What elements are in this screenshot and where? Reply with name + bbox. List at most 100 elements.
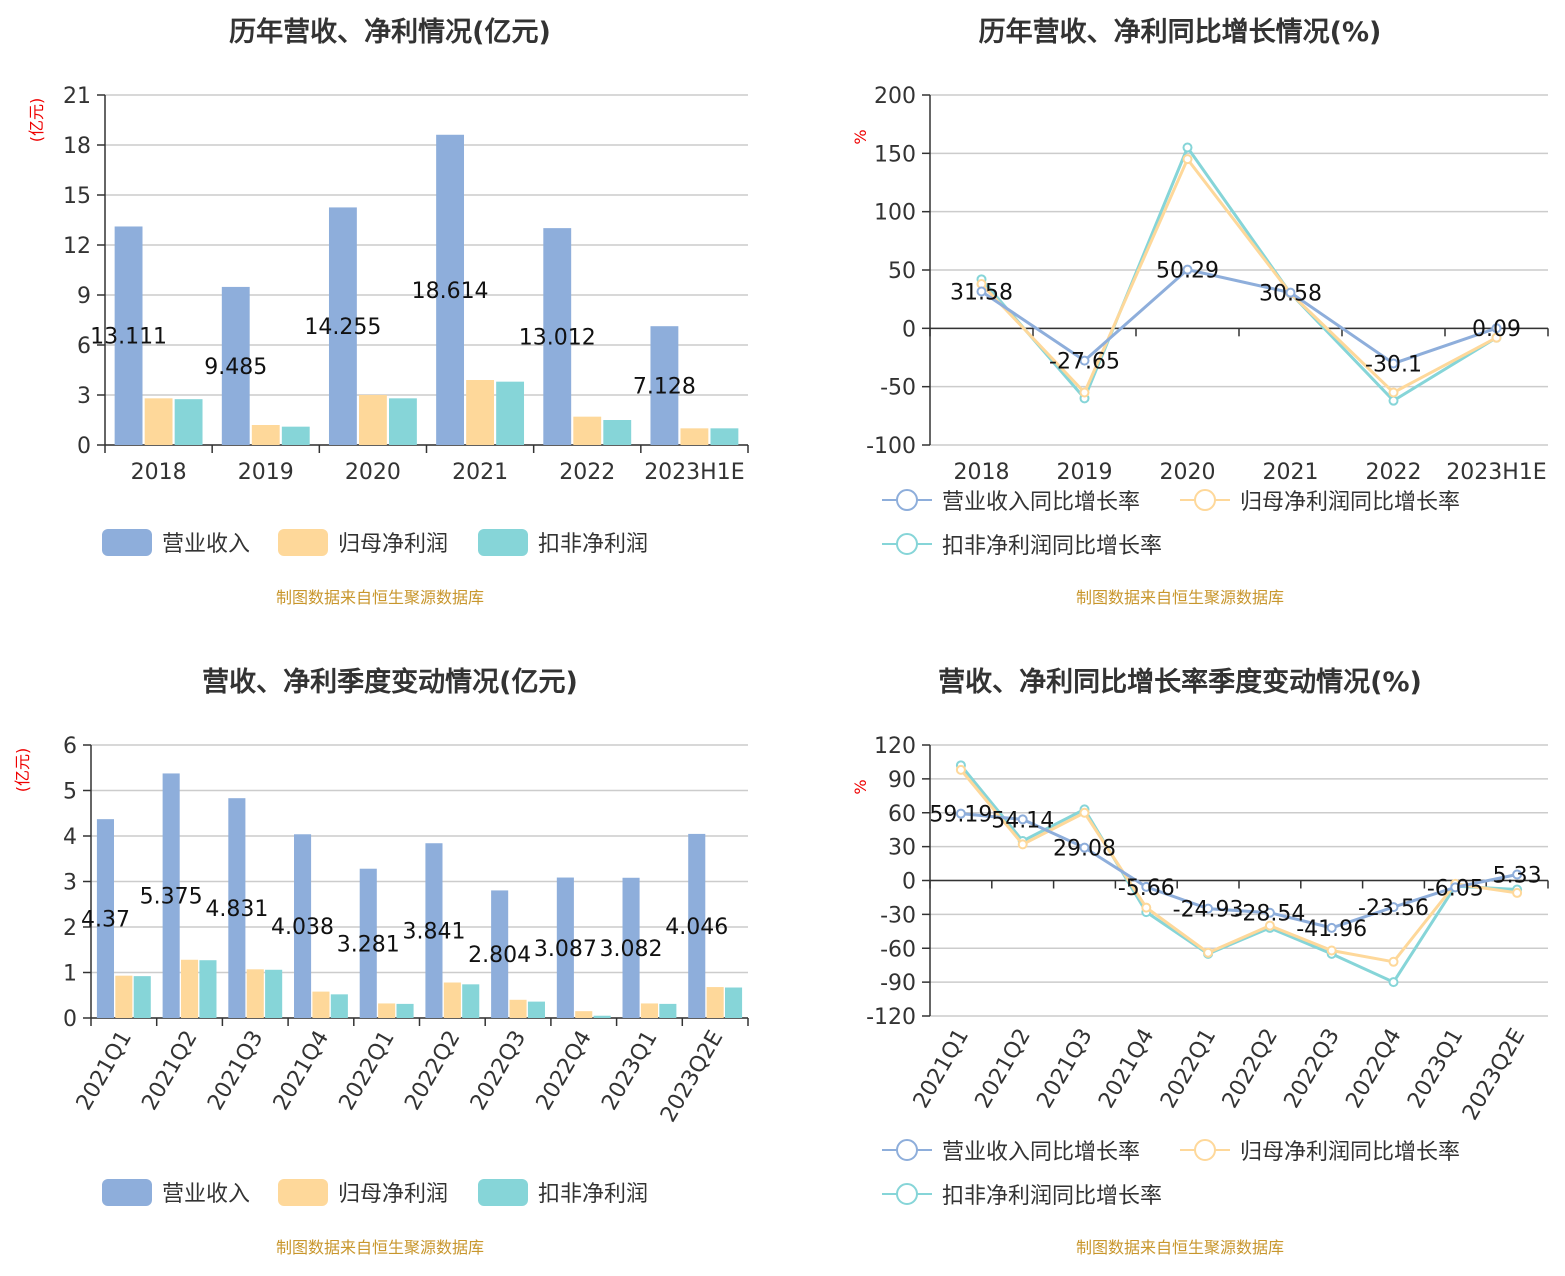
bar-归母净利润 <box>443 982 461 1018</box>
y-tick-label: 3 <box>63 871 77 896</box>
bar-营业收入 <box>543 228 572 445</box>
point-营业收入同比增长率 <box>1491 323 1502 334</box>
line-扣非净利润同比增长率 <box>959 764 1518 985</box>
data-label: 54.14 <box>991 808 1054 833</box>
legend-item[interactable]: 扣非净利润同比增长率 <box>882 1178 1162 1210</box>
x-tick-label: 2022Q4 <box>1341 1025 1406 1113</box>
legend-label: 归母净利润同比增长率 <box>1240 490 1461 515</box>
data-label: 3.087 <box>534 937 597 962</box>
legend-label: 营业收入同比增长率 <box>942 490 1141 515</box>
bar-扣非净利润 <box>527 1001 545 1018</box>
legend-swatch <box>882 1181 932 1207</box>
data-label: -28.54 <box>1234 902 1305 927</box>
line-归母净利润同比增长率 <box>980 156 1498 396</box>
x-tick-label: 2021Q3 <box>203 1027 268 1115</box>
data-label: 5.375 <box>140 885 203 910</box>
point-扣非净利润同比增长率 <box>1388 395 1399 406</box>
bar-扣非净利润 <box>603 420 632 445</box>
legend-item[interactable]: 扣非净利润 <box>478 1176 648 1208</box>
legend-item[interactable]: 归母净利润同比增长率 <box>1180 484 1460 516</box>
y-axis-label: % <box>851 779 870 794</box>
data-label: 18.614 <box>412 279 489 304</box>
legend-item[interactable]: 营业收入同比增长率 <box>882 484 1140 516</box>
y-tick-label: 2 <box>63 916 77 941</box>
legend-item[interactable]: 营业收入同比增长率 <box>882 1134 1140 1166</box>
bar-营业收入 <box>650 326 679 445</box>
data-label: 3.082 <box>600 937 663 962</box>
data-label: 4.038 <box>271 915 334 940</box>
data-label: 7.128 <box>633 375 696 400</box>
data-label: 3.841 <box>402 920 465 945</box>
chart2-source: 制图数据来自恒生聚源数据库 <box>1075 588 1284 607</box>
point-归母净利润同比增长率 <box>955 764 966 775</box>
bar-扣非净利润 <box>396 1003 414 1018</box>
legend-swatch <box>882 487 932 513</box>
y-tick-label: 9 <box>77 284 91 309</box>
point-归母净利润同比增长率 <box>1203 947 1214 958</box>
x-tick-label: 2023Q1 <box>597 1027 662 1115</box>
legend-item[interactable]: 扣非净利润同比增长率 <box>882 528 1162 560</box>
point-营业收入同比增长率 <box>1182 264 1193 275</box>
x-tick-label: 2021Q1 <box>72 1027 137 1115</box>
y-axis-label: (亿元) <box>27 98 46 143</box>
data-label: 50.29 <box>1156 259 1219 284</box>
legend-swatch <box>102 528 152 556</box>
bar-归母净利润 <box>640 1003 658 1018</box>
point-归母净利润同比增长率 <box>1264 920 1275 931</box>
data-label: -41.96 <box>1296 917 1367 942</box>
x-tick-label: 2022Q1 <box>335 1027 400 1115</box>
bar-归母净利润 <box>312 991 330 1018</box>
data-label: -30.1 <box>1365 352 1422 377</box>
legend-item[interactable]: 归母净利润 <box>278 1176 448 1208</box>
y-tick-label: 120 <box>874 734 916 759</box>
x-tick-label: 2022 <box>1366 460 1422 485</box>
legend-swatch <box>882 531 932 557</box>
bar-归母净利润 <box>573 416 602 445</box>
legend-item[interactable]: 归母净利润 <box>278 526 448 558</box>
bar-扣非净利润 <box>133 976 151 1018</box>
line-营业收入同比增长率 <box>960 812 1518 930</box>
bar-归母净利润 <box>115 975 133 1018</box>
bar-营业收入 <box>491 890 509 1018</box>
legend-swatch <box>102 1178 152 1206</box>
legend-swatch <box>478 528 528 556</box>
x-tick-label: 2022Q3 <box>466 1027 531 1115</box>
legend-label: 归母净利润 <box>338 1182 449 1207</box>
bar-扣非净利润 <box>330 994 348 1018</box>
point-营业收入同比增长率 <box>1450 882 1461 893</box>
point-营业收入同比增长率 <box>1141 881 1152 892</box>
bar-营业收入 <box>162 773 180 1018</box>
legend-item[interactable]: 扣非净利润 <box>478 526 648 558</box>
x-tick-label: 2020 <box>1160 460 1216 485</box>
legend-swatch <box>478 1178 528 1206</box>
legend-swatch <box>882 1137 932 1163</box>
legend-item[interactable]: 营业收入 <box>102 526 250 558</box>
point-归母净利润同比增长率 <box>1326 945 1337 956</box>
bar-扣非净利润 <box>265 969 283 1018</box>
y-tick-label: -30 <box>880 903 916 928</box>
point-归母净利润同比增长率 <box>1491 332 1502 343</box>
bar-扣非净利润 <box>593 1015 611 1018</box>
point-归母净利润同比增长率 <box>1017 839 1028 850</box>
bar-扣非净利润 <box>659 1003 677 1018</box>
data-label: 2.804 <box>468 943 531 968</box>
chart1-source: 制图数据来自恒生聚源数据库 <box>275 588 484 607</box>
bar-营业收入 <box>328 207 357 445</box>
data-label: 3.281 <box>337 932 400 957</box>
point-营业收入同比增长率 <box>1388 902 1399 913</box>
y-tick-label: 3 <box>77 384 91 409</box>
line-营业收入同比增长率 <box>980 268 1497 366</box>
point-归母净利润同比增长率 <box>1512 887 1523 898</box>
legend-item[interactable]: 归母净利润同比增长率 <box>1180 1134 1460 1166</box>
point-扣非净利润同比增长率 <box>1388 977 1399 988</box>
y-tick-label: 200 <box>874 84 916 109</box>
legend-item[interactable]: 营业收入 <box>102 1176 250 1208</box>
bar-营业收入 <box>436 134 465 445</box>
y-tick-label: 0 <box>902 317 916 342</box>
point-营业收入同比增长率 <box>1512 869 1523 880</box>
bar-营业收入 <box>96 819 114 1018</box>
legend-swatch <box>278 1178 328 1206</box>
y-tick-label: 0 <box>77 434 91 459</box>
bar-营业收入 <box>359 868 377 1018</box>
data-label: 31.58 <box>950 280 1013 305</box>
